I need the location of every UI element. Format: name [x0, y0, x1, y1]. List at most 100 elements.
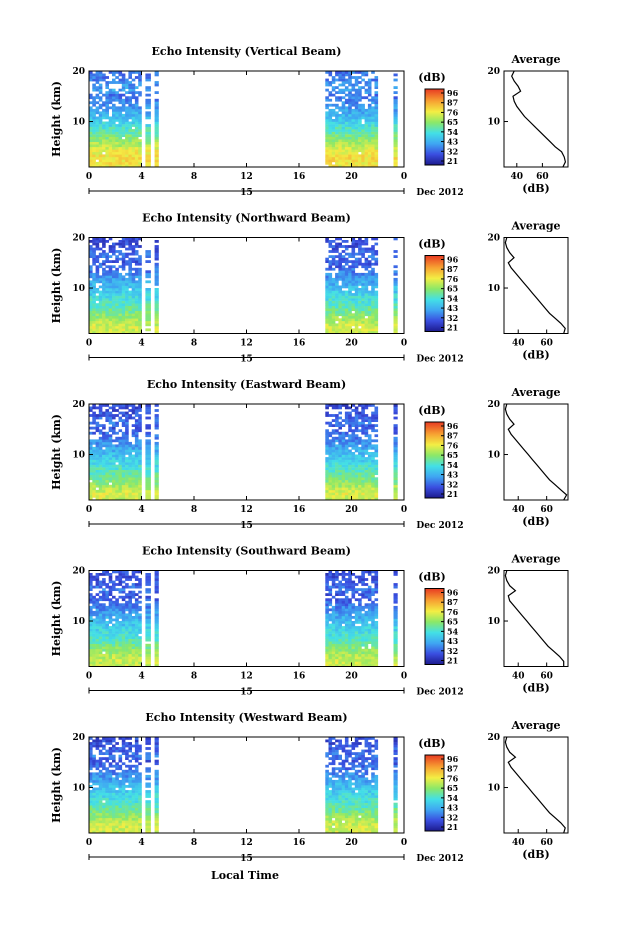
heatmap-cell	[105, 830, 109, 834]
heatmap-cell	[361, 452, 365, 455]
heatmap-cell	[374, 409, 379, 412]
heatmap-cell	[364, 656, 369, 660]
colorbar-tick-label: 87	[447, 98, 458, 108]
heatmap-cell	[348, 76, 352, 79]
colorbar-tick-label: 43	[447, 137, 459, 147]
heatmap-cell	[367, 331, 372, 334]
heatmap-cell	[92, 255, 96, 258]
heatmap-cell	[331, 664, 336, 667]
heatmap-cell	[105, 807, 109, 811]
heatmap-cell	[105, 298, 109, 301]
heatmap-cell	[351, 76, 356, 79]
heatmap-cell	[92, 414, 96, 417]
heatmap-cell	[145, 426, 151, 430]
heatmap-cell	[121, 131, 126, 135]
heatmap-cell	[125, 479, 129, 483]
heatmap-cell	[89, 267, 93, 271]
heatmap-cell	[325, 310, 329, 314]
profile-frame	[503, 237, 569, 334]
heatmap-cell	[325, 575, 329, 579]
heatmap-cell	[128, 608, 132, 612]
heatmap-cell	[364, 590, 369, 594]
heatmap-cell	[102, 116, 106, 120]
heatmap-cell	[108, 283, 113, 286]
heatmap-cell	[371, 580, 375, 584]
heatmap-cell	[105, 633, 109, 637]
heatmap-cell	[112, 664, 116, 667]
heatmap-cell	[138, 121, 142, 125]
heatmap-cell	[92, 126, 96, 130]
heatmap-cell	[102, 237, 106, 241]
heatmap-cell	[131, 406, 136, 410]
heatmap-cell	[128, 129, 132, 132]
heatmap-cell	[367, 444, 372, 448]
heatmap-cell	[344, 449, 349, 453]
heatmap-cell	[125, 146, 129, 150]
heatmap-cell	[105, 482, 109, 486]
heatmap-cell	[338, 664, 342, 667]
heatmap-cell	[331, 323, 336, 327]
heatmap-cell	[138, 492, 142, 496]
heatmap-cell	[145, 431, 151, 435]
heatmap-cell	[374, 484, 379, 488]
heatmap-cell	[105, 636, 109, 639]
heatmap-cell	[154, 628, 159, 632]
heatmap-cell	[367, 275, 372, 279]
heatmap-cell	[108, 616, 113, 619]
heatmap-cell	[121, 293, 126, 296]
heatmap-cell	[131, 424, 136, 427]
heatmap-cell	[115, 583, 119, 586]
heatmap-cell	[351, 444, 356, 448]
heatmap-cell	[125, 144, 129, 148]
heatmap-cell	[351, 479, 356, 483]
heatmap-cell	[92, 146, 96, 150]
heatmap-cell	[105, 446, 109, 450]
heatmap-cell	[358, 283, 362, 286]
heatmap-cell	[374, 454, 379, 458]
heatmap-cell	[108, 106, 113, 110]
heatmap-cell	[325, 305, 329, 309]
heatmap-cell	[118, 613, 123, 617]
heatmap-cell	[364, 308, 369, 311]
heatmap-cell	[131, 159, 136, 163]
heatmap-cell	[128, 664, 132, 667]
heatmap-cell	[348, 489, 352, 493]
heatmap-cell	[131, 144, 136, 148]
heatmap-cell	[112, 139, 116, 142]
heatmap-cell	[92, 638, 96, 642]
heatmap-cell	[115, 308, 119, 311]
heatmap-cell	[105, 484, 109, 488]
y-tick-label: 20	[72, 234, 85, 244]
heatmap-cell	[348, 464, 352, 468]
heatmap-cell	[364, 487, 369, 491]
heatmap-cell	[341, 656, 346, 660]
heatmap-cell	[371, 267, 375, 271]
heatmap-cell	[328, 472, 333, 475]
heatmap-cell	[105, 616, 109, 619]
heatmap-cell	[364, 295, 369, 299]
heatmap-cell	[92, 101, 96, 105]
heatmap-cell	[92, 161, 96, 165]
heatmap-cell	[128, 98, 132, 102]
heatmap-cell	[361, 472, 365, 475]
heatmap-cell	[335, 583, 339, 586]
heatmap-cell	[92, 467, 96, 470]
heatmap-cell	[335, 277, 339, 281]
heatmap-cell	[145, 595, 151, 599]
heatmap-cell	[125, 487, 129, 491]
heatmap-cell	[341, 88, 346, 92]
heatmap-cell	[361, 431, 365, 435]
heatmap-cell	[128, 96, 132, 100]
heatmap-cell	[374, 308, 379, 311]
heatmap-cell	[134, 434, 139, 438]
heatmap-cell	[134, 161, 139, 165]
heatmap-cell	[154, 621, 159, 624]
heatmap-cell	[358, 439, 362, 443]
heatmap-cell	[335, 298, 339, 301]
heatmap-cell	[125, 633, 129, 637]
heatmap-cell	[367, 593, 372, 596]
heatmap-cell	[108, 285, 113, 289]
heatmap-cell	[338, 585, 342, 589]
heatmap-cell	[331, 76, 336, 79]
heatmap-cell	[328, 497, 333, 501]
